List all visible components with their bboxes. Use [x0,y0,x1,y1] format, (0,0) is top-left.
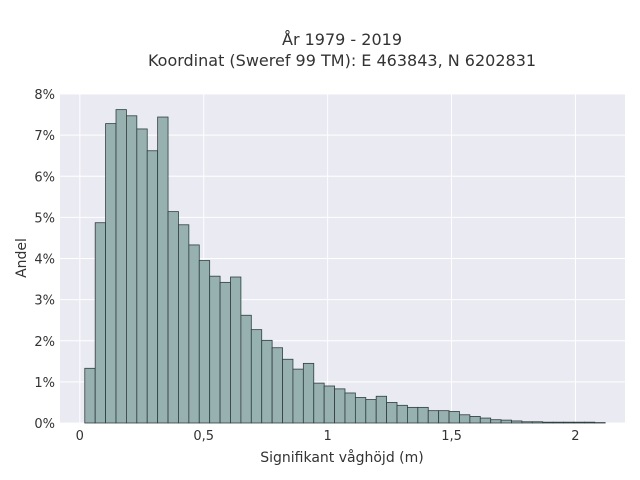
x-tick-label: 0 [76,429,84,444]
histogram-bar [344,392,356,424]
y-tick-label: 8% [34,88,55,103]
histogram-bar [136,128,148,424]
histogram-bar [490,419,502,424]
histogram-bar [365,399,377,424]
histogram-bar [282,358,294,424]
y-tick-label: 5% [34,211,55,226]
y-tick-label: 4% [34,253,55,268]
histogram-bar [302,362,315,424]
histogram-bar [448,411,460,424]
histogram-bar [209,275,221,424]
y-tick-label: 7% [34,129,55,144]
histogram-bar [469,416,481,424]
y-axis-ticks: 0% 1% 2% 3% 4% 5% 6% 7% 8% [34,88,55,432]
y-tick-label: 0% [34,417,55,432]
histogram-bar [84,367,96,424]
histogram-bar [188,244,200,424]
histogram-bar [427,410,440,424]
histogram-bar [219,281,231,424]
histogram-bar [271,347,283,424]
histogram-bar [417,406,429,424]
histogram-bar [313,382,325,424]
histogram-bar [115,109,127,424]
histogram-bar [292,368,304,424]
histogram-bar [375,395,388,424]
histogram-bar [146,150,159,424]
histogram-bar [531,421,544,424]
histogram-bars [84,109,606,424]
histogram-bar [230,276,242,424]
x-tick-label: 1 [323,429,331,444]
histogram-bar [157,116,169,424]
histogram-bar [94,222,106,424]
histogram-bar [438,410,450,424]
histogram-bar [178,224,190,424]
chart-title-line-1: År 1979 - 2019 [282,30,402,49]
x-tick-label: 1,5 [441,429,462,444]
y-tick-label: 1% [34,376,55,391]
histogram-bar [479,417,492,424]
x-axis-title: Signifikant våghöjd (m) [260,449,423,466]
y-tick-label: 2% [34,335,55,350]
histogram-bar [563,421,575,424]
y-tick-label: 3% [34,294,55,309]
histogram-bar [583,421,596,424]
y-tick-label: 6% [34,170,55,185]
histogram-bar [261,339,273,424]
chart-title-line-2: Koordinat (Sweref 99 TM): E 463843, N 62… [148,51,536,70]
histogram-bar [552,421,564,424]
histogram-bar [323,385,335,424]
histogram-bar [354,397,367,424]
y-axis-title: Andel [14,238,30,278]
histogram-bar [167,211,179,424]
histogram-bar [500,419,512,424]
histogram-bar [250,329,263,424]
histogram-bar [240,314,252,424]
histogram-bar [573,421,585,424]
x-axis-ticks: 0 0,5 1 1,5 2 [76,429,580,444]
histogram-bar [126,115,138,424]
histogram-bar [396,404,408,424]
histogram-bar [334,388,346,424]
x-tick-label: 2 [571,429,579,444]
histogram-bar [511,420,523,424]
histogram-bar [521,421,533,424]
histogram-bar [105,123,117,424]
histogram-bar [386,402,398,424]
histogram-bar [198,260,211,424]
histogram-bar [407,406,419,424]
x-tick-label: 0,5 [193,429,214,444]
histogram-bar [459,414,471,424]
histogram-bar [542,421,554,424]
